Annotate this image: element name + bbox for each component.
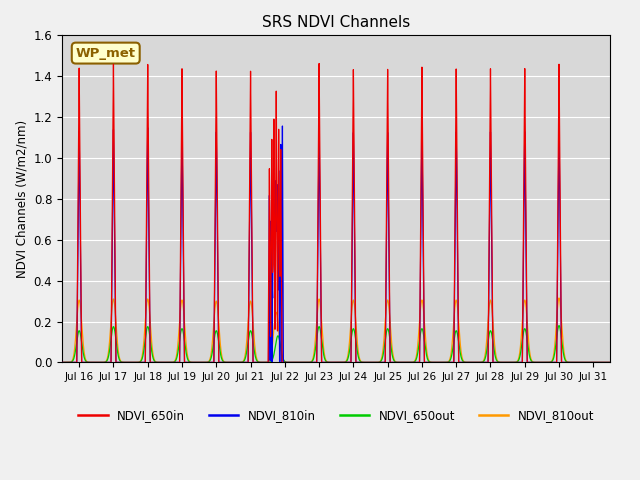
Legend: NDVI_650in, NDVI_810in, NDVI_650out, NDVI_810out: NDVI_650in, NDVI_810in, NDVI_650out, NDV…	[74, 404, 599, 427]
Text: WP_met: WP_met	[76, 47, 136, 60]
Title: SRS NDVI Channels: SRS NDVI Channels	[262, 15, 410, 30]
Y-axis label: NDVI Channels (W/m2/nm): NDVI Channels (W/m2/nm)	[15, 120, 28, 278]
